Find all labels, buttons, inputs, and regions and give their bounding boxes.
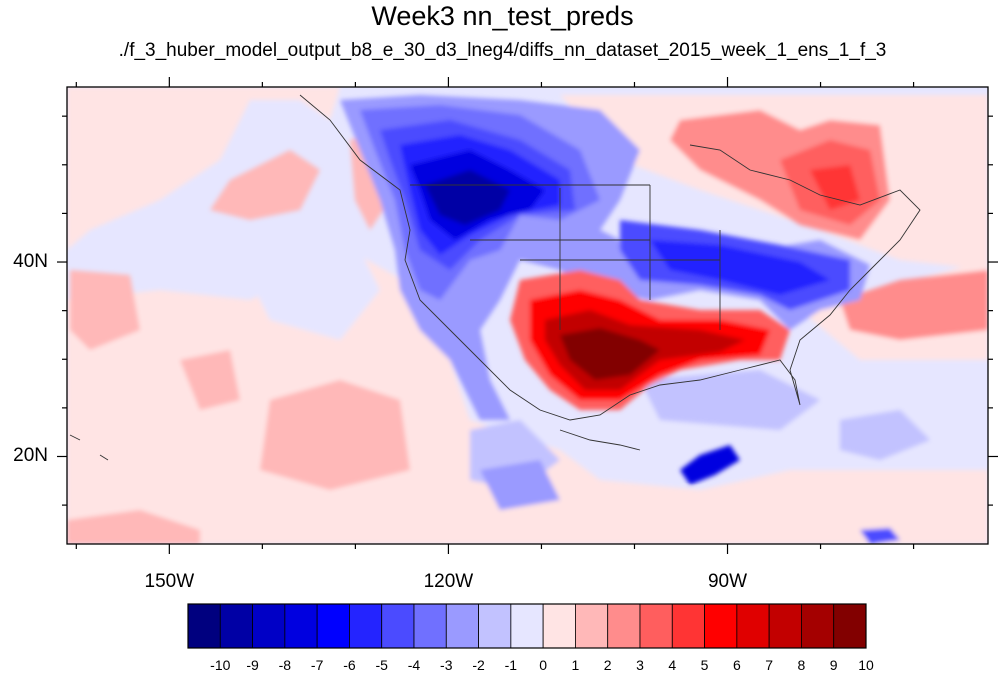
- lon-tick-label: 150W: [144, 571, 195, 592]
- colorbar-label: 7: [765, 657, 774, 673]
- colorbar-swatch: [801, 603, 835, 649]
- lat-tick-label: 20N: [13, 445, 48, 467]
- colorbar-label: 6: [732, 657, 741, 673]
- lon-tick-label: 120W: [423, 571, 474, 592]
- colorbar-label: 5: [700, 657, 709, 673]
- colorbar-swatch: [187, 603, 221, 649]
- colorbar-swatch: [445, 603, 479, 649]
- colorbar-label: 3: [636, 657, 644, 673]
- colorbar-label: -1: [504, 657, 518, 673]
- colorbar-label: -2: [472, 657, 485, 673]
- colorbar-swatch: [704, 603, 738, 649]
- colorbar-swatch: [219, 603, 253, 649]
- coastlines: [69, 94, 921, 461]
- colorbar-label: -7: [310, 657, 324, 673]
- colorbar-label: 2: [603, 657, 612, 673]
- colorbar-label: 8: [797, 657, 806, 673]
- axis-ticks: [57, 77, 998, 554]
- colorbar-swatch: [252, 603, 286, 649]
- colorbar-swatch: [575, 603, 609, 649]
- colorbar-swatch: [478, 603, 512, 649]
- colorbar-label: -6: [343, 657, 356, 673]
- colorbar-swatch: [607, 603, 641, 649]
- colorbar-swatch: [284, 603, 318, 649]
- colorbar-outline: [187, 603, 867, 649]
- colorbar-swatch: [639, 603, 673, 649]
- lat-tick-label: 40N: [13, 251, 48, 273]
- colorbar-swatch: [736, 603, 770, 649]
- colorbar-label: -8: [278, 657, 292, 673]
- colorbar-swatch: [768, 603, 802, 649]
- colorbar-label: -3: [440, 657, 453, 673]
- colorbar-label: 9: [829, 657, 838, 673]
- colorbar-swatch: [542, 603, 576, 649]
- colorbar-label: -5: [375, 657, 388, 673]
- colorbar-swatch: [671, 603, 705, 649]
- map-subtitle: ./f_3_huber_model_output_b8_e_30_d3_lneg…: [118, 40, 887, 61]
- colorbar-label: 1: [571, 657, 580, 673]
- colorbar: [187, 603, 867, 649]
- colorbar-label: 0: [539, 657, 548, 673]
- colorbar-swatch: [413, 603, 447, 649]
- plot-frame: [66, 86, 989, 545]
- lon-tick-label: 90W: [707, 571, 748, 592]
- colorbar-label: -9: [246, 657, 259, 673]
- colorbar-swatch: [381, 603, 415, 649]
- colorbar-label: -10: [210, 657, 231, 673]
- colorbar-label: 4: [668, 657, 677, 673]
- colorbar-label: -4: [407, 657, 421, 673]
- map-title: Week3 nn_test_preds: [371, 1, 634, 31]
- colorbar-swatch: [510, 603, 544, 649]
- field-layer: [67, 87, 988, 544]
- colorbar-label: 10: [858, 657, 874, 673]
- colorbar-swatch: [833, 603, 867, 649]
- colorbar-swatch: [349, 603, 383, 649]
- colorbar-swatch: [316, 603, 350, 649]
